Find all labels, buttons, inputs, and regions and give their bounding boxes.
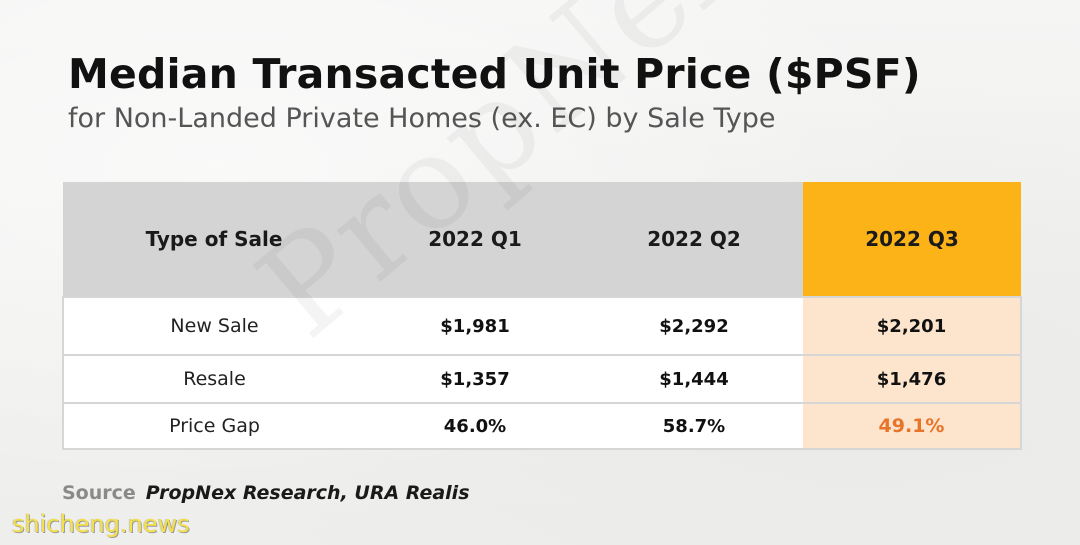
cell-new-sale-q1: $1,981 [365,296,585,356]
chart-title: Median Transacted Unit Price ($PSF) [68,50,921,98]
table-row: Resale $1,357 $1,444 $1,476 [62,355,1022,404]
source-note: Source PropNex Research, URA Realis [62,482,470,504]
cell-price-gap-q1: 46.0% [365,403,585,450]
source-value: PropNex Research, URA Realis [145,482,470,504]
cell-price-gap-q2: 58.7% [585,403,803,450]
price-table: Type of Sale 2022 Q1 2022 Q2 2022 Q3 New… [62,182,1022,450]
col-header-type: Type of Sale [63,182,365,297]
cell-resale-q2: $1,444 [585,355,803,404]
cell-resale-q3: $1,476 [803,355,1022,404]
col-header-q2: 2022 Q2 [585,182,803,297]
chart-subtitle: for Non-Landed Private Homes (ex. EC) by… [68,103,776,134]
header-row: Type of Sale 2022 Q1 2022 Q2 2022 Q3 [63,182,1021,297]
cell-new-sale-q3: $2,201 [803,296,1022,356]
table-row: New Sale $1,981 $2,292 $2,201 [62,296,1022,356]
row-label-resale: Resale [62,355,365,404]
col-header-q3: 2022 Q3 [803,182,1021,297]
cell-new-sale-q2: $2,292 [585,296,803,356]
row-label-new-sale: New Sale [62,296,365,356]
row-label-price-gap: Price Gap [62,403,365,450]
table-row: Price Gap 46.0% 58.7% 49.1% [62,403,1022,450]
col-header-q1: 2022 Q1 [365,182,585,297]
cell-price-gap-q3: 49.1% [803,403,1022,450]
source-label: Source [62,482,136,504]
site-watermark: shicheng.news [12,510,190,538]
cell-resale-q1: $1,357 [365,355,585,404]
